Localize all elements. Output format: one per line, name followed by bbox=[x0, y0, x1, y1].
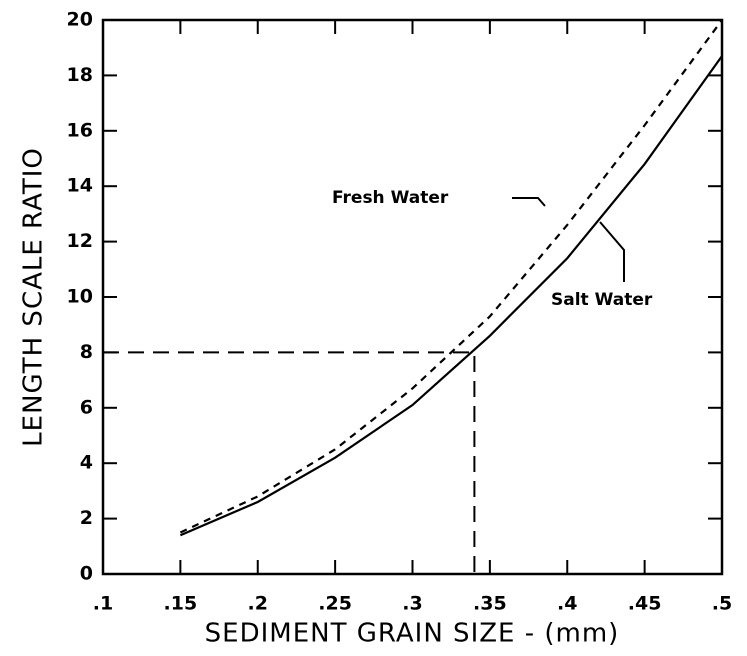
y-tick-label: 14 bbox=[67, 175, 93, 197]
x-tick-label: .25 bbox=[318, 593, 352, 615]
x-tick-label: .4 bbox=[557, 593, 577, 615]
y-tick-label: 10 bbox=[67, 286, 93, 308]
leader-line bbox=[599, 221, 625, 282]
y-tick-label: 18 bbox=[67, 64, 93, 86]
x-tick-label: .15 bbox=[164, 593, 198, 615]
x-tick-label: .45 bbox=[628, 593, 662, 615]
y-tick-label: 8 bbox=[80, 341, 93, 363]
annotation-salt: Salt Water bbox=[551, 290, 653, 310]
x-tick-label: .1 bbox=[93, 593, 113, 615]
y-tick-label: 6 bbox=[80, 396, 93, 418]
x-tick-label: .3 bbox=[402, 593, 422, 615]
annotation-fresh: Fresh Water bbox=[332, 188, 449, 208]
series-line bbox=[179, 19, 723, 534]
y-tick-label: 4 bbox=[80, 452, 93, 474]
y-tick-label: 16 bbox=[67, 119, 93, 141]
series-line bbox=[179, 55, 723, 537]
x-tick-label: .5 bbox=[712, 593, 732, 615]
leader-line bbox=[512, 197, 546, 207]
y-tick-label: 20 bbox=[67, 9, 93, 31]
x-axis-label: SEDIMENT GRAIN SIZE - (mm) bbox=[205, 619, 620, 649]
y-tick-label: 12 bbox=[67, 230, 93, 252]
y-tick-label: 0 bbox=[80, 563, 93, 585]
y-tick-label: 2 bbox=[80, 507, 93, 529]
x-tick-label: .35 bbox=[473, 593, 507, 615]
reference-line bbox=[103, 351, 476, 574]
y-axis-label: LENGTH SCALE RATIO bbox=[19, 147, 49, 447]
x-tick-label: .2 bbox=[248, 593, 268, 615]
